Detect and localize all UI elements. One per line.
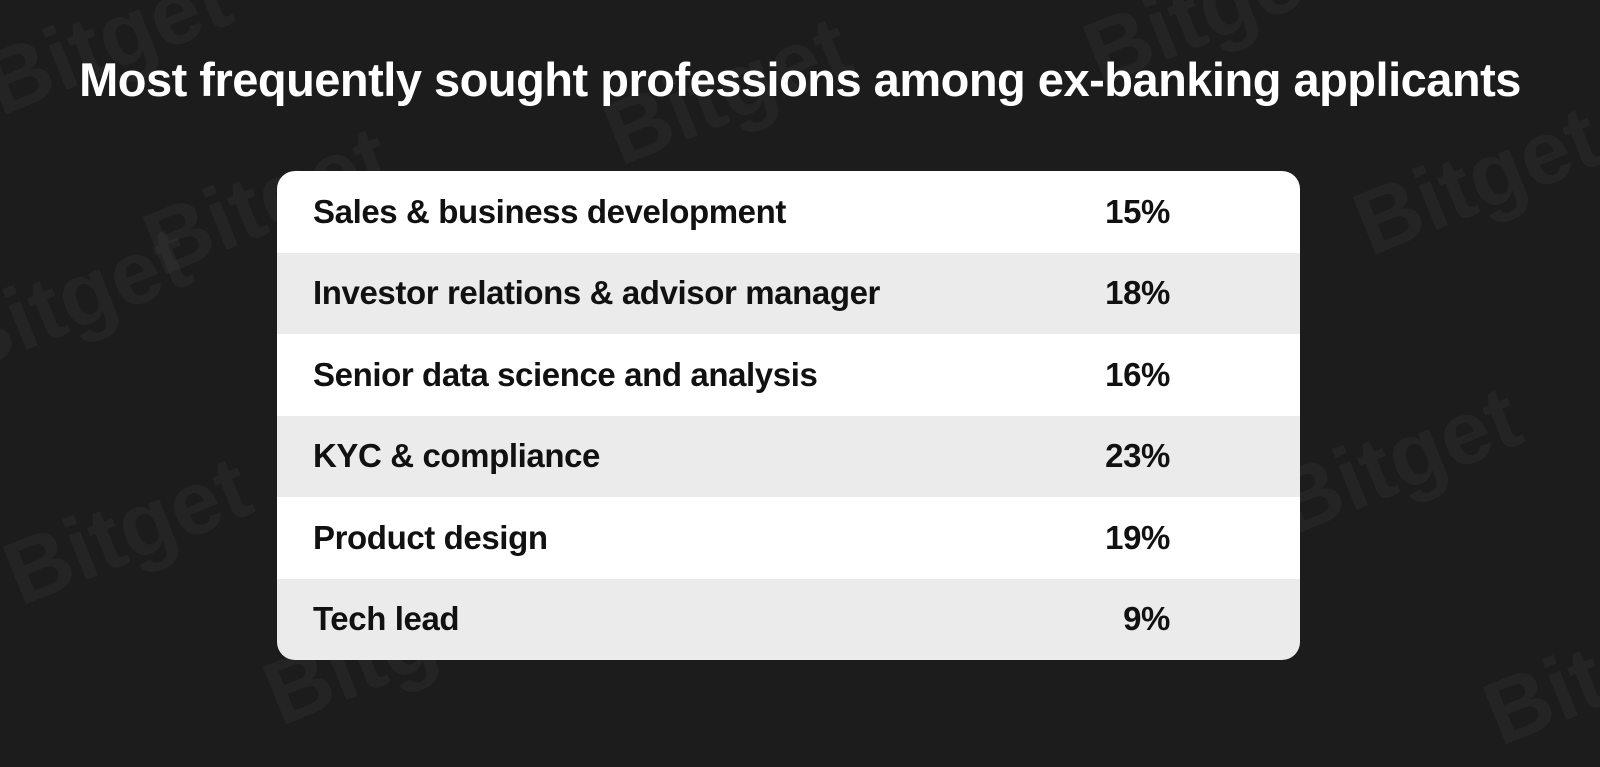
share: 15% (1105, 192, 1170, 230)
profession: Sales & business development (313, 192, 786, 230)
profession: Product design (313, 518, 548, 556)
table-row: Investor relations & advisor manager 18% (277, 252, 1300, 334)
share: 16% (1105, 355, 1170, 393)
watermark: Bitget (1470, 576, 1600, 767)
share: 23% (1105, 437, 1170, 475)
watermark: Bitget (1260, 366, 1535, 557)
table-row: Sales & business development 15% (277, 171, 1300, 253)
table-row: Senior data science and analysis 16% (277, 334, 1300, 416)
watermark: Bitget (0, 436, 265, 627)
watermark: Bitget (0, 206, 205, 397)
watermark: Bitget (1340, 86, 1600, 277)
page: BitgetBitgetBitgetBitgetBitgetBitgetBitg… (0, 53, 1600, 660)
table-row: Tech lead 9% (277, 578, 1300, 660)
profession: Tech lead (313, 600, 460, 638)
title: Most frequently sought professions among… (79, 53, 1521, 106)
profession: Investor relations & advisor manager (313, 274, 880, 312)
table: Sales & business development 15% Investor … (277, 171, 1300, 660)
share: 18% (1105, 274, 1170, 312)
profession: KYC & compliance (313, 437, 601, 475)
table-row: KYC & compliance 23% (277, 415, 1300, 497)
table-row: Product design 19% (277, 497, 1300, 579)
share: 19% (1105, 518, 1170, 556)
profession: Senior data science and analysis (313, 355, 818, 393)
share: 9% (1123, 600, 1170, 638)
